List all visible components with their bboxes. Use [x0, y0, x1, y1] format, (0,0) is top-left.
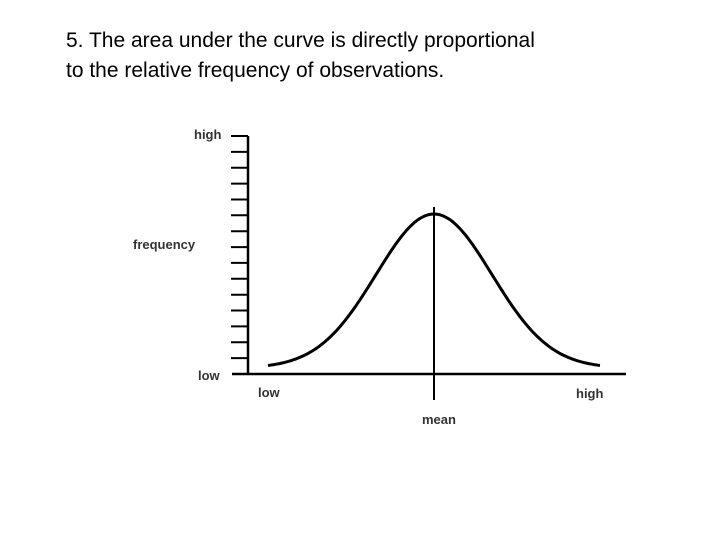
slide-title-line-2: to the relative frequency of observation… [66, 59, 445, 82]
x-axis-low-label: low [258, 385, 281, 400]
slide-title-line-1: 5. The area under the curve is directly … [66, 29, 535, 52]
y-axis-high-label: high [194, 127, 221, 142]
x-axis-high-label: high [576, 386, 603, 401]
bell-curve [267, 212, 601, 367]
y-axis-ticks [231, 135, 248, 360]
y-axis-low-label: low [198, 368, 221, 383]
slide-title: 5. The area under the curve is directly … [66, 26, 686, 86]
mean-label: mean [422, 412, 456, 427]
y-axis-label: frequency [133, 237, 196, 252]
